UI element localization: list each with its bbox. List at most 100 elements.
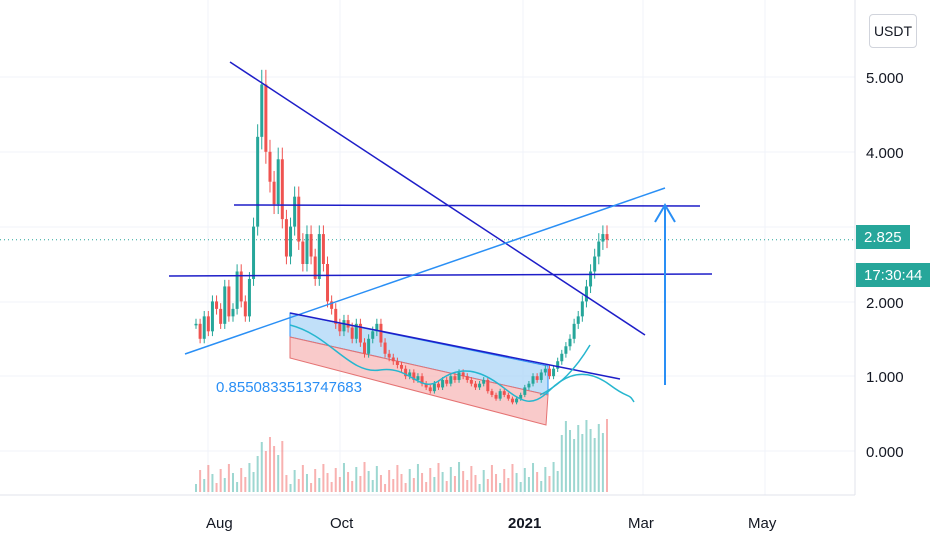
candle-body — [498, 391, 502, 399]
candle-body — [424, 383, 428, 388]
candle-body — [387, 353, 391, 358]
volume-bar — [285, 475, 288, 492]
candle-body — [601, 234, 605, 242]
volume-bar — [474, 475, 477, 492]
volume-bar — [560, 435, 563, 492]
descending-trendline — [229, 61, 646, 336]
candle-body — [284, 219, 288, 257]
volume-bar — [396, 465, 399, 492]
price-channel[interactable] — [289, 312, 549, 426]
price-tick-label: 2.000 — [866, 295, 904, 312]
volume-bar — [351, 481, 354, 492]
candle-body — [243, 301, 247, 317]
volume-bar — [507, 478, 510, 492]
volume-bar — [367, 471, 370, 492]
candle-body — [202, 316, 206, 339]
volume-bar — [606, 419, 608, 492]
price-tick-label: 4.000 — [866, 145, 904, 162]
candle-body — [239, 271, 243, 302]
volume-bar — [556, 471, 559, 492]
volume-bar — [486, 479, 489, 492]
indicator-curve — [289, 324, 635, 403]
candle-body — [539, 372, 543, 380]
volume-bar — [400, 474, 403, 492]
candle-body — [395, 361, 399, 365]
candle-body — [223, 286, 227, 324]
volume-bar — [544, 467, 547, 492]
volume-bar — [231, 473, 234, 492]
volume-bar — [236, 482, 239, 492]
volume-bar — [355, 467, 358, 492]
candle-body — [326, 264, 330, 302]
candle-body — [490, 391, 494, 395]
volume-bar — [244, 477, 247, 492]
volume-bar — [215, 483, 218, 492]
currency-button[interactable]: USDT — [869, 14, 917, 48]
candle-body — [338, 323, 342, 332]
candle-body — [371, 331, 375, 339]
volume-bar — [523, 468, 526, 492]
volume-bar — [408, 469, 411, 492]
volume-bar — [195, 484, 197, 492]
candle-body — [301, 241, 305, 264]
volume-bar — [581, 434, 584, 492]
candle-body — [400, 364, 403, 369]
volume-bar — [371, 480, 374, 492]
candle-body — [276, 159, 280, 205]
candle-body — [379, 323, 383, 343]
candle-body — [264, 84, 268, 152]
candle-body — [412, 372, 416, 380]
drawing-tools[interactable] — [168, 61, 713, 403]
volume-bar — [532, 463, 535, 492]
candle-body — [572, 323, 576, 339]
horizontal-resistance — [233, 204, 701, 207]
volume-bar — [449, 467, 452, 492]
candle-body — [289, 226, 293, 257]
volume-bar — [392, 479, 395, 492]
candle-body — [268, 151, 272, 182]
candle-body — [260, 84, 264, 137]
volume-bar — [453, 476, 456, 492]
candle-body — [227, 286, 231, 317]
time-tick-label: Aug — [206, 515, 233, 532]
candle-body — [547, 368, 551, 377]
candle-body — [350, 327, 354, 339]
volume-bar — [466, 480, 469, 492]
time-axis[interactable]: Aug Oct 2021 Mar May — [206, 515, 777, 532]
candle-body — [363, 342, 367, 354]
candle-body — [330, 301, 334, 309]
volume-bar — [203, 479, 206, 492]
volume-bar — [577, 425, 580, 492]
candle-body — [527, 383, 531, 388]
candle-body — [420, 376, 424, 384]
volume-bar — [552, 462, 555, 492]
candle-body — [453, 376, 457, 380]
volume-bar — [384, 484, 387, 492]
candle-body — [457, 372, 461, 380]
candle-body — [556, 361, 560, 369]
volume-bar — [227, 464, 230, 492]
candle-body — [391, 357, 395, 362]
candle-body — [560, 353, 564, 362]
candle-body — [461, 372, 465, 377]
volume-bar — [585, 420, 588, 492]
volume-bar — [219, 469, 222, 492]
volume-bar — [223, 478, 226, 492]
candle-body — [252, 226, 256, 279]
volume-bar — [347, 472, 350, 492]
volume-bar — [433, 477, 436, 492]
volume-bar — [573, 439, 576, 492]
candle-body — [535, 376, 539, 380]
volume-bar — [458, 462, 461, 492]
volume-bar — [268, 437, 271, 492]
candle-body — [346, 320, 350, 328]
candle-body — [358, 323, 362, 343]
price-axis[interactable]: 5.000 4.000 2.000 1.000 0.000 — [866, 70, 904, 461]
volume-bar — [256, 456, 259, 492]
candle-body — [428, 387, 432, 392]
volume-bar — [277, 455, 280, 492]
time-tick-label: May — [748, 515, 777, 532]
volume-bar — [260, 442, 263, 492]
time-tick-label: Mar — [628, 515, 654, 532]
